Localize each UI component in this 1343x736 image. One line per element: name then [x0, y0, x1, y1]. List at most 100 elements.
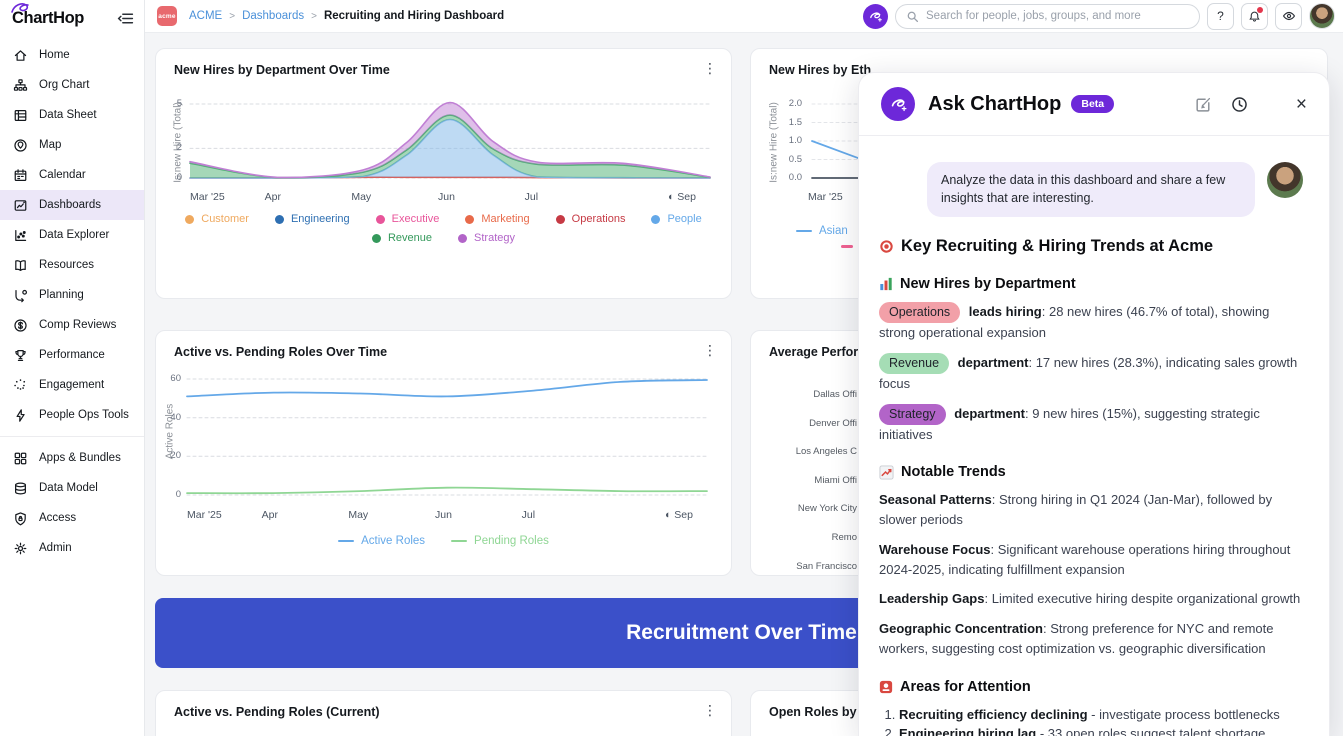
view-as-button[interactable]	[1275, 3, 1302, 30]
breadcrumb-current: Recruiting and Hiring Dashboard	[324, 10, 504, 22]
legend-marker	[376, 215, 385, 224]
ask-charthop-button[interactable]	[863, 4, 888, 29]
legend-item-pending-roles[interactable]: Pending Roles	[451, 535, 549, 547]
close-icon[interactable]: ×	[1296, 95, 1307, 114]
card-title: New Hires by Department Over Time	[174, 63, 390, 77]
legend-item-engineering[interactable]: Engineering	[275, 213, 350, 225]
data-explorer-icon	[12, 227, 28, 243]
sidebar-item-dashboards[interactable]: Dashboards	[0, 190, 144, 220]
sidebar-item-engagement[interactable]: Engagement	[0, 370, 144, 400]
help-button[interactable]: ?	[1207, 3, 1234, 30]
sidebar-collapse-icon[interactable]	[117, 10, 134, 27]
sidebar-item-calendar[interactable]: Calendar	[0, 160, 144, 190]
legend-marker	[458, 234, 467, 243]
sidebar-item-label: Planning	[39, 289, 84, 301]
legend-item-strategy[interactable]: Strategy	[458, 232, 515, 244]
legend-item-customer[interactable]: Customer	[185, 213, 249, 225]
workspace-badge[interactable]: acme	[157, 6, 177, 26]
notifications-button[interactable]	[1241, 3, 1268, 30]
sidebar-item-label: Comp Reviews	[39, 319, 116, 331]
new-chat-icon[interactable]	[1194, 95, 1213, 114]
category-label: San Francisco	[796, 561, 857, 572]
point-text: - 33 open roles suggest talent shortage	[1036, 726, 1265, 736]
department-pill-strategy: Strategy	[879, 404, 946, 425]
legend-item-revenue[interactable]: Revenue	[372, 232, 432, 244]
x-tick-label: ◐ Sep	[668, 191, 696, 203]
legend-item-active-roles[interactable]: Active Roles	[338, 535, 425, 547]
sidebar-item-label: Access	[39, 512, 76, 524]
category-label: Denver Offi	[809, 418, 857, 429]
charthop-logo[interactable]: ChartHop	[12, 9, 84, 28]
calendar-icon	[12, 167, 28, 183]
sidebar-item-admin[interactable]: Admin	[0, 533, 144, 563]
sidebar-item-resources[interactable]: Resources	[0, 250, 144, 280]
trend-point: Geographic Concentration: Strong prefere…	[879, 619, 1303, 659]
y-tick-label: 2	[156, 142, 182, 153]
card-menu-icon[interactable]: ⋮	[703, 703, 717, 717]
y-tick-label: 1.0	[776, 135, 802, 146]
app-root: ChartHop HomeOrg ChartData SheetMapCalen…	[0, 0, 1343, 736]
breadcrumb: ACME > Dashboards > Recruiting and Hirin…	[189, 10, 504, 22]
legend-label: Active Roles	[361, 535, 425, 547]
sidebar-item-label: Apps & Bundles	[39, 452, 121, 464]
x-tick-label: Apr	[265, 191, 281, 203]
legend-item-executive[interactable]: Executive	[376, 213, 440, 225]
sidebar-item-data-sheet[interactable]: Data Sheet	[0, 100, 144, 130]
attention-item: Engineering hiring lag - 33 open roles s…	[899, 724, 1303, 736]
sidebar-item-org-chart[interactable]: Org Chart	[0, 70, 144, 100]
sidebar-item-performance[interactable]: Performance	[0, 340, 144, 370]
x-tick-label: Apr	[262, 509, 278, 521]
legend-label: Marketing	[481, 213, 529, 225]
sidebar-item-data-explorer[interactable]: Data Explorer	[0, 220, 144, 250]
department-point: Revenue department: 17 new hires (28.3%)…	[879, 353, 1303, 394]
sidebar-item-comp-reviews[interactable]: Comp Reviews	[0, 310, 144, 340]
user-message-row: Analyze the data in this dashboard and s…	[879, 162, 1303, 217]
card-menu-icon[interactable]: ⋮	[703, 343, 717, 357]
x-tick-label: Jun	[438, 191, 455, 203]
legend-item-people[interactable]: People	[651, 213, 701, 225]
sidebar-item-people-ops-tools[interactable]: People Ops Tools	[0, 400, 144, 430]
point-text: : Limited executive hiring despite organ…	[984, 591, 1300, 606]
trend-icon	[879, 465, 894, 480]
search-placeholder: Search for people, jobs, groups, and mor…	[926, 10, 1141, 22]
legend-marker	[796, 230, 812, 233]
card-active-vs-pending-over-time: Active vs. Pending Roles Over Time ⋮ Act…	[155, 330, 732, 576]
sidebar-item-label: Performance	[39, 349, 105, 361]
x-tick-label: Jul	[522, 509, 535, 521]
data-model-icon	[12, 480, 28, 496]
performance-icon	[12, 347, 28, 363]
breadcrumb-dashboards[interactable]: Dashboards	[242, 10, 304, 22]
card-menu-icon[interactable]: ⋮	[703, 61, 717, 75]
sidebar-item-map[interactable]: Map	[0, 130, 144, 160]
user-avatar[interactable]	[1309, 3, 1335, 29]
legend-item-asian[interactable]: Asian	[796, 225, 848, 237]
point-bold: Leadership Gaps	[879, 591, 984, 606]
point-bold: department	[958, 355, 1029, 370]
x-tick-label: Mar '25	[187, 509, 222, 521]
sidebar-divider	[0, 436, 144, 437]
y-axis-label: Active Roles	[165, 382, 176, 482]
sidebar-item-planning[interactable]: Planning	[0, 280, 144, 310]
legend-label: People	[667, 213, 701, 225]
ai-response: Key Recruiting & Hiring Trends at Acme N…	[879, 237, 1303, 736]
point-bold: Seasonal Patterns	[879, 492, 992, 507]
home-icon	[12, 47, 28, 63]
x-tick-label: Mar '25	[808, 191, 843, 203]
x-tick-label: Jun	[435, 509, 452, 521]
y-tick-label: 5	[156, 98, 182, 109]
search-input[interactable]: Search for people, jobs, groups, and mor…	[895, 4, 1200, 29]
sidebar-nav: HomeOrg ChartData SheetMapCalendarDashbo…	[0, 40, 144, 563]
point-bold: leads hiring	[969, 304, 1042, 319]
x-tick-label: ◐ Sep	[665, 509, 693, 521]
legend-item-operations[interactable]: Operations	[556, 213, 626, 225]
sidebar-item-data-model[interactable]: Data Model	[0, 473, 144, 503]
sidebar-item-access[interactable]: Access	[0, 503, 144, 533]
sidebar-item-apps-bundles[interactable]: Apps & Bundles	[0, 443, 144, 473]
point-bold: Recruiting efficiency declining	[899, 707, 1088, 722]
breadcrumb-acme[interactable]: ACME	[189, 10, 222, 22]
legend-item-marketing[interactable]: Marketing	[465, 213, 529, 225]
ask-charthop-panel: Ask ChartHop Beta × Analyze the data in …	[858, 72, 1330, 736]
history-icon[interactable]	[1230, 95, 1249, 114]
user-avatar	[1267, 162, 1303, 198]
sidebar-item-home[interactable]: Home	[0, 40, 144, 70]
